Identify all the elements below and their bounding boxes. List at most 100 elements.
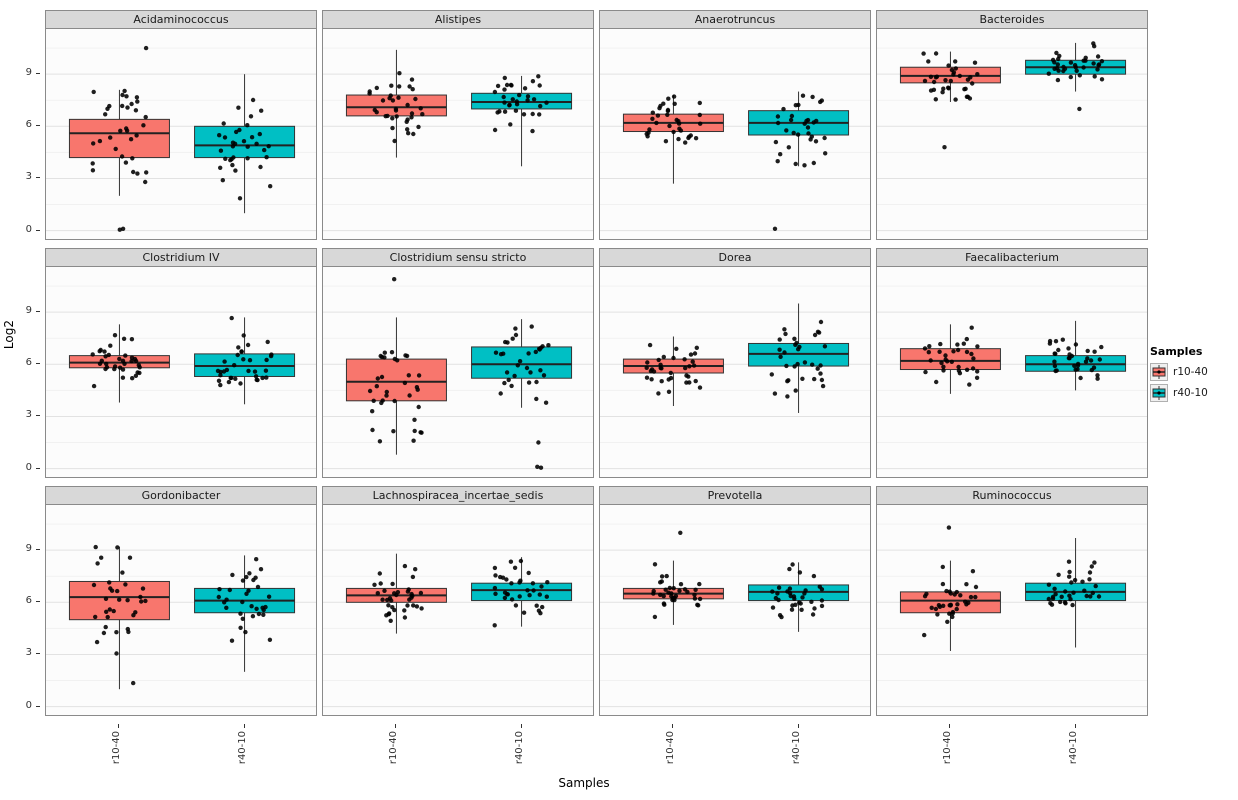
facet-row: 0 3 6 9 Clostridium IV Clostridium sensu stri…: [14, 248, 1148, 478]
x-tick-cell: r10-40 r40-10: [876, 724, 1148, 774]
y-tick-label: 9: [25, 67, 32, 79]
facet-panel: Faecalibacterium: [876, 248, 1148, 478]
y-tick-label: 9: [25, 543, 32, 555]
facet-panel: Lachnospiracea_incertae_sedis: [322, 486, 594, 716]
facet-panel: Ruminococcus: [876, 486, 1148, 716]
boxplot-canvas: [599, 504, 871, 716]
x-tick-label: r40-10: [790, 731, 802, 765]
y-tick-label: 0: [25, 223, 32, 235]
facet-panel: Prevotella: [599, 486, 871, 716]
x-tick-mark: [797, 724, 799, 728]
y-tick-mark: [36, 705, 40, 707]
x-tick-cell: r10-40 r40-10: [45, 724, 317, 774]
y-tick-label: 3: [25, 409, 32, 421]
facet-panel: Gordonibacter: [45, 486, 317, 716]
boxplot-canvas: [322, 28, 594, 240]
y-tick-mark: [36, 125, 40, 127]
facet-panel: Acidaminococcus: [45, 10, 317, 240]
y-tick-mark: [36, 415, 40, 417]
boxplot-canvas: [45, 266, 317, 478]
y-axis: 0 3 6 9: [14, 10, 40, 240]
y-tick-mark: [36, 177, 40, 179]
boxplot-canvas: [322, 266, 594, 478]
y-tick-label: 0: [25, 461, 32, 473]
facet-grid: 0 3 6 9 Acidaminococcus Alistipes Anaerotruncu…: [14, 10, 1148, 774]
x-tick-label: r10-40: [665, 731, 677, 765]
x-tick-cell: r10-40 r40-10: [599, 724, 871, 774]
x-axis: r10-40 r40-10 r10-40 r40-10 r10-40 r40-10 r10-…: [14, 724, 1148, 774]
x-tick-label: r40-10: [513, 731, 525, 765]
facet-panel: Dorea: [599, 248, 871, 478]
x-tick-cell: r10-40 r40-10: [322, 724, 594, 774]
x-tick-label: r10-40: [111, 731, 123, 765]
x-tick-mark: [520, 724, 522, 728]
y-tick-mark: [36, 229, 40, 231]
x-tick-mark: [672, 724, 674, 728]
boxplot-canvas: [599, 266, 871, 478]
boxplot-canvas: [599, 28, 871, 240]
x-tick-label: r40-10: [1067, 731, 1079, 765]
facet-panel: Clostridium IV: [45, 248, 317, 478]
legend-item: r40-10: [1150, 384, 1208, 402]
facet-strip-title: Clostridium sensu stricto: [322, 248, 594, 266]
y-tick-label: 6: [25, 595, 32, 607]
facet-panel: Clostridium sensu stricto: [322, 248, 594, 478]
facet-strip-title: Faecalibacterium: [876, 248, 1148, 266]
boxplot-canvas: [876, 266, 1148, 478]
facet-strip-title: Prevotella: [599, 486, 871, 504]
facet-strip-title: Ruminococcus: [876, 486, 1148, 504]
y-tick-mark: [36, 653, 40, 655]
y-tick-mark: [36, 311, 40, 313]
y-tick-label: 3: [25, 647, 32, 659]
boxplot-canvas: [322, 504, 594, 716]
facet-strip-title: Anaerotruncus: [599, 10, 871, 28]
facet-strip-title: Bacteroides: [876, 10, 1148, 28]
facet-panel: Anaerotruncus: [599, 10, 871, 240]
x-axis-title: Samples: [558, 776, 610, 790]
y-tick-mark: [36, 73, 40, 75]
y-tick-label: 3: [25, 171, 32, 183]
legend-boxplot-glyph-icon: [1152, 386, 1166, 400]
x-tick-label: r40-10: [236, 731, 248, 765]
boxplot-canvas: [45, 504, 317, 716]
x-tick-mark: [118, 724, 120, 728]
y-axis: 0 3 6 9: [14, 486, 40, 716]
y-tick-label: 0: [25, 699, 32, 711]
legend-title: Samples: [1150, 345, 1203, 358]
x-axis-spacer: [14, 724, 40, 774]
legend-item: r10-40: [1150, 363, 1208, 381]
x-tick-mark: [395, 724, 397, 728]
x-tick-mark: [1074, 724, 1076, 728]
y-tick-label: 9: [25, 305, 32, 317]
y-tick-mark: [36, 363, 40, 365]
legend-boxplot-glyph-icon: [1152, 365, 1166, 379]
facet-strip-title: Acidaminococcus: [45, 10, 317, 28]
legend-key-swatch-icon: [1150, 384, 1168, 402]
x-tick-label: r10-40: [388, 731, 400, 765]
facet-row: 0 3 6 9 Acidaminococcus Alistipes Anaerotruncu…: [14, 10, 1148, 240]
x-tick-mark: [243, 724, 245, 728]
facet-strip-title: Alistipes: [322, 10, 594, 28]
legend-item-label: r10-40: [1173, 366, 1208, 378]
x-tick-mark: [949, 724, 951, 728]
facet-panel: Alistipes: [322, 10, 594, 240]
facet-strip-title: Gordonibacter: [45, 486, 317, 504]
x-tick-label: r10-40: [942, 731, 954, 765]
y-tick-label: 6: [25, 357, 32, 369]
facet-panel: Bacteroides: [876, 10, 1148, 240]
legend-item-label: r40-10: [1173, 387, 1208, 399]
facet-strip-title: Dorea: [599, 248, 871, 266]
boxplot-canvas: [45, 28, 317, 240]
y-tick-mark: [36, 549, 40, 551]
boxplot-canvas: [876, 28, 1148, 240]
legend-key-swatch-icon: [1150, 363, 1168, 381]
facet-row: 0 3 6 9 Gordonibacter Lachnospiracea_incertae…: [14, 486, 1148, 716]
y-tick-mark: [36, 601, 40, 603]
y-tick-mark: [36, 467, 40, 469]
facet-strip-title: Clostridium IV: [45, 248, 317, 266]
legend: Samples r10-40 r40-10: [1150, 345, 1208, 405]
facet-strip-title: Lachnospiracea_incertae_sedis: [322, 486, 594, 504]
y-tick-label: 6: [25, 119, 32, 131]
boxplot-canvas: [876, 504, 1148, 716]
